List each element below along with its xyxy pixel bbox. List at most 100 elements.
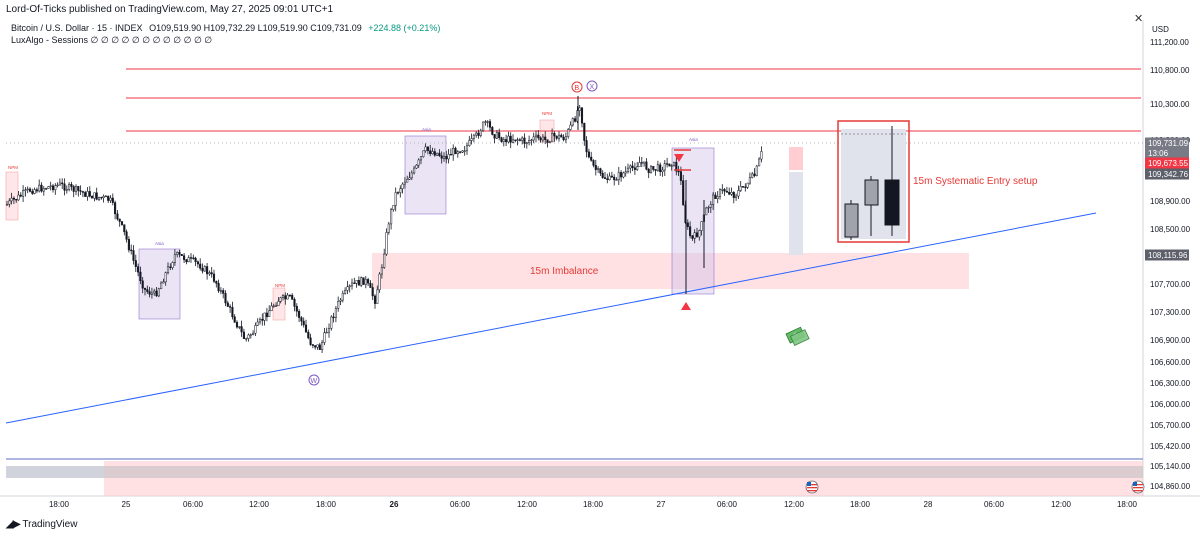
candle-body [408,177,411,180]
candle-body [585,140,588,153]
tradingview-logo-icon: ◢▶ [6,519,20,530]
candle-body [615,179,618,181]
candle-body [514,139,517,141]
candle-body [491,127,494,135]
candle-body [728,191,731,195]
candle-body [288,294,291,297]
price-label-text: 109,673.55 [1148,159,1189,168]
candle-body [505,139,508,143]
money-icon [785,326,810,346]
candle-body [8,200,11,205]
candle-body [413,167,416,174]
us-flag-icon[interactable] [805,480,819,494]
setup-candle [884,179,900,226]
candle-body [716,196,719,199]
candle-body [737,190,740,197]
candle-body [601,172,604,178]
candle-body [546,139,549,143]
indicator-legend[interactable]: LuxAlgo - Sessions ∅ ∅ ∅ ∅ ∅ ∅ ∅ ∅ ∅ ∅ ∅… [11,35,212,46]
candle-body [187,257,190,263]
candle-body [599,168,602,174]
candle-body [638,162,641,167]
candle-body [624,171,627,174]
price-tick-label: 106,900.00 [1150,336,1191,345]
time-axis[interactable]: 18:00 25 06:00 12:00 18:00 26 06:00 12:00 18:00 2… [49,500,1138,509]
candle-body [270,305,273,311]
candle-body [70,183,73,187]
candle-body [180,254,183,256]
price-label-text: 108,115.96 [1148,251,1188,260]
us-flag-icon[interactable] [1131,480,1145,494]
candle-body [649,166,653,173]
candle-body [81,191,84,193]
candle-body [436,152,439,156]
candle-body [353,282,356,284]
candle-body [410,172,413,179]
time-tick-label: 28 [924,500,933,509]
candle-body [532,136,535,141]
price-tick-label: 107,700.00 [1150,280,1191,289]
candle-body [712,194,715,205]
asia-session-box [138,248,181,320]
candle-body [247,334,250,339]
candle-body [528,140,531,144]
session-label: NPM [542,111,552,116]
imbalance-label: 15m Imbalance [530,266,599,277]
candle-body [406,179,409,183]
candle-body [587,151,590,158]
symbol-name[interactable]: Bitcoin / U.S. Dollar · 15 · INDEX [11,23,143,33]
setup-box-outer [837,120,910,243]
marker-b-label: B [575,85,580,92]
candle-body [56,184,59,187]
candle-body [275,305,278,307]
price-tick-label: 111,200.00 [1150,38,1189,47]
candle-body [693,232,696,239]
candle-body [123,224,126,233]
candle-body [318,344,321,350]
price-axis-unit: USD [1152,25,1169,34]
candle-body [286,294,289,300]
candle-body [659,164,662,172]
candle-body [74,186,78,192]
candle-body [107,195,110,201]
candle-body [95,192,98,200]
tradingview-logo[interactable]: ◢▶ TradingView [6,519,77,530]
candle-body [100,196,103,199]
candle-body [553,133,556,137]
time-tick-label: 27 [657,500,666,509]
price-axis[interactable]: 111,200.00110,800.00110,300.00109,800.00… [1150,38,1191,491]
candle-body [373,295,377,304]
price-tick-label: 108,500.00 [1150,225,1191,234]
candle-body [132,250,135,261]
candle-body [84,192,87,197]
setup-box[interactable] [837,120,910,243]
candle-body [578,107,581,111]
candle-body [118,218,121,222]
marker-x[interactable]: X [586,80,598,92]
imbalance-zone[interactable] [372,253,969,289]
candle-body [456,151,459,155]
candle-body [86,191,89,197]
candle-body [68,183,71,190]
candle-body [224,293,227,304]
time-tick-label: 12:00 [784,500,805,509]
time-tick-label: 18:00 [583,500,604,509]
projection-bar-grey [789,172,803,255]
marker-w[interactable]: W [308,374,320,386]
candle-body [735,195,738,198]
trendline[interactable] [5,212,1097,424]
candle-body [730,192,733,195]
candle-body [341,292,344,301]
price-label-text: 109,731.09 [1148,139,1189,148]
marker-b[interactable]: B [571,81,583,93]
candle-body [661,169,664,172]
candle-body [183,255,186,260]
candle-body [210,272,213,275]
candle-body [201,268,204,272]
bottom-band-grey [6,466,104,478]
candle-body [309,337,312,345]
close-icon[interactable]: ✕ [1134,13,1144,25]
candle-body [272,305,275,307]
